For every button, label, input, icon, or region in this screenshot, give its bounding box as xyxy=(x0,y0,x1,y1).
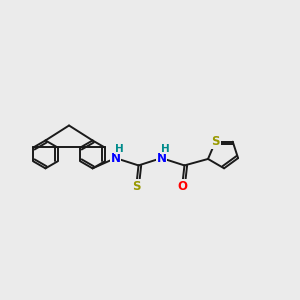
Text: S: S xyxy=(132,180,140,193)
Text: O: O xyxy=(177,180,187,193)
Text: H: H xyxy=(160,144,169,154)
Text: S: S xyxy=(211,135,220,148)
Text: H: H xyxy=(115,144,124,154)
Text: N: N xyxy=(110,152,121,165)
Text: N: N xyxy=(157,152,166,165)
